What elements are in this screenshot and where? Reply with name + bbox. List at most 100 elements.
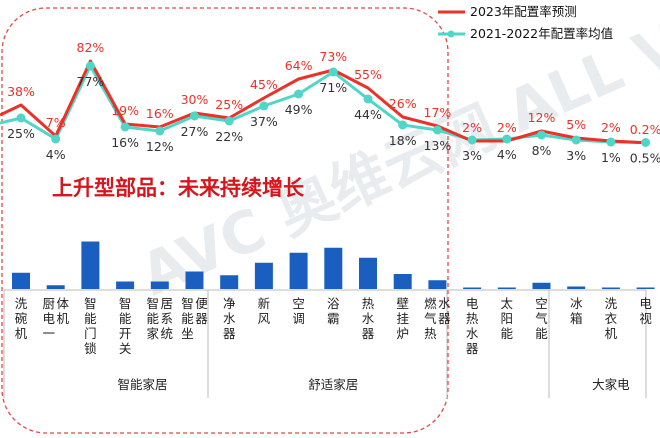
label-forecast-6: 25% bbox=[215, 97, 243, 112]
label-forecast-15: 12% bbox=[528, 110, 556, 125]
bar-4 bbox=[150, 281, 169, 289]
group-label-0: 智能家居 bbox=[117, 377, 167, 392]
label-average-6: 22% bbox=[215, 129, 243, 144]
label-forecast-7: 45% bbox=[250, 77, 278, 92]
tick-label-8: 空调 bbox=[292, 296, 305, 326]
bar-6 bbox=[220, 275, 239, 289]
label-average-18: 0.5% bbox=[630, 151, 660, 166]
bar-8 bbox=[289, 252, 308, 289]
label-average-11: 18% bbox=[389, 133, 417, 148]
points-layer bbox=[16, 61, 651, 147]
point-average-4 bbox=[155, 126, 165, 136]
label-average-16: 3% bbox=[566, 148, 586, 163]
tick-label-9: 浴霸 bbox=[327, 296, 340, 326]
bar-0 bbox=[12, 272, 30, 289]
point-average-3 bbox=[120, 122, 130, 132]
tick-label-6: 净水器 bbox=[223, 296, 236, 341]
label-average-7: 37% bbox=[250, 114, 278, 129]
tick-label-4: 智能家居系统 bbox=[147, 296, 174, 341]
point-average-0 bbox=[16, 113, 26, 123]
tick-label-11: 壁挂炉 bbox=[396, 296, 409, 341]
label-forecast-0: 38% bbox=[7, 84, 35, 99]
point-average-11 bbox=[398, 120, 408, 130]
tick-label-18: 电视 bbox=[639, 296, 652, 326]
point-average-7 bbox=[259, 101, 269, 111]
tick-label-14: 太阳能 bbox=[501, 296, 514, 341]
label-forecast-11: 26% bbox=[389, 96, 417, 111]
label-average-3: 16% bbox=[111, 135, 139, 150]
label-forecast-14: 2% bbox=[497, 120, 517, 135]
tick-label-17: 洗衣机 bbox=[605, 296, 618, 341]
point-average-1 bbox=[51, 134, 61, 144]
label-forecast-8: 64% bbox=[285, 58, 313, 73]
point-average-6 bbox=[224, 116, 234, 126]
chart-annotation: 上升型部品：未来持续增长 bbox=[52, 176, 305, 200]
point-average-10 bbox=[363, 94, 373, 104]
label-forecast-18: 0.2% bbox=[630, 122, 660, 137]
series-line-forecast bbox=[0, 59, 646, 145]
legend-label-forecast: 2023年配置率预测 bbox=[470, 4, 577, 19]
group-label-2: 大家电 bbox=[592, 377, 630, 392]
label-average-12: 13% bbox=[424, 138, 452, 153]
label-average-0: 25% bbox=[7, 126, 35, 141]
label-average-1: 4% bbox=[46, 147, 66, 162]
label-forecast-10: 55% bbox=[354, 67, 382, 82]
point-average-12 bbox=[432, 125, 442, 135]
point-average-8 bbox=[294, 89, 304, 99]
point-average-13 bbox=[467, 135, 477, 145]
label-average-17: 1% bbox=[601, 150, 621, 165]
label-average-15: 8% bbox=[532, 143, 552, 158]
point-average-2 bbox=[85, 61, 95, 71]
tick-label-12: 燃气热水器 bbox=[424, 296, 451, 341]
bar-5 bbox=[185, 271, 204, 289]
point-average-18 bbox=[641, 138, 651, 147]
label-average-14: 4% bbox=[497, 147, 517, 162]
bar-17 bbox=[601, 287, 620, 289]
bars-layer bbox=[12, 241, 655, 289]
label-forecast-17: 2% bbox=[601, 120, 621, 135]
tick-label-16: 冰箱 bbox=[570, 296, 583, 326]
label-forecast-5: 30% bbox=[181, 92, 209, 107]
legend-label-average: 2021-2022年配置率均值 bbox=[470, 26, 613, 41]
tick-label-0: 洗碗机 bbox=[15, 296, 28, 341]
label-average-13: 3% bbox=[462, 148, 482, 163]
tick-label-7: 新风 bbox=[258, 296, 271, 326]
legend: 2023年配置率预测 2021-2022年配置率均值 bbox=[438, 4, 613, 41]
tick-label-15: 空气能 bbox=[535, 296, 548, 341]
tick-label-13: 电热水器 bbox=[466, 296, 479, 356]
point-average-15 bbox=[537, 130, 546, 140]
data-labels-layer: 38% 7% 82% 19% 16% 30% 25% 45% 64% 73% 55% 26% 17% 2%… bbox=[7, 40, 660, 166]
label-average-8: 49% bbox=[285, 102, 313, 117]
bar-9 bbox=[324, 247, 343, 289]
label-forecast-13: 2% bbox=[462, 120, 482, 135]
label-average-10: 44% bbox=[354, 107, 382, 122]
bar-11 bbox=[393, 274, 412, 289]
tick-label-2: 智能门锁 bbox=[84, 296, 97, 356]
label-forecast-12: 17% bbox=[424, 105, 452, 120]
lines-layer bbox=[0, 59, 646, 145]
label-forecast-9: 73% bbox=[319, 49, 347, 64]
tick-label-10: 热水器 bbox=[362, 296, 375, 341]
tick-label-5: 智能坐便器 bbox=[181, 296, 208, 341]
point-average-17 bbox=[606, 137, 616, 147]
bar-13 bbox=[463, 287, 482, 289]
point-average-16 bbox=[571, 135, 581, 145]
tick-label-1: 厨电一体机 bbox=[42, 296, 69, 341]
bar-18 bbox=[636, 287, 655, 289]
label-forecast-3: 19% bbox=[111, 103, 139, 118]
highlight-box bbox=[1, 7, 449, 434]
bar-16 bbox=[567, 286, 586, 289]
bar-14 bbox=[497, 287, 516, 289]
point-average-9 bbox=[328, 67, 338, 77]
legend-marker-average bbox=[447, 30, 455, 38]
bar-12 bbox=[428, 280, 447, 289]
label-forecast-16: 5% bbox=[566, 117, 586, 132]
label-average-5: 27% bbox=[181, 124, 209, 139]
label-average-4: 12% bbox=[146, 139, 174, 154]
bar-7 bbox=[254, 262, 273, 289]
bar-2 bbox=[81, 241, 100, 289]
series-line-average bbox=[0, 64, 646, 144]
label-forecast-2: 82% bbox=[77, 40, 105, 55]
